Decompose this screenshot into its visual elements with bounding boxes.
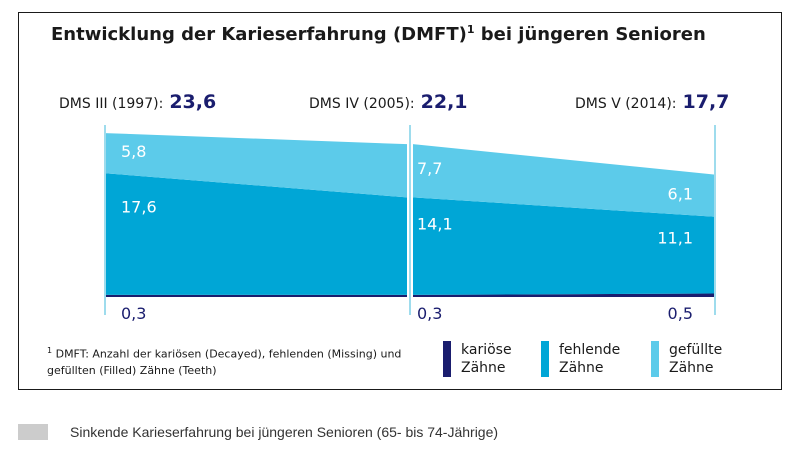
survey-total-2014: 17,7 [682, 91, 730, 113]
survey-label-1997: DMS III (1997): 23,6 [59, 91, 217, 113]
area-carious-segment-1 [105, 294, 407, 297]
legend-swatch-carious [443, 341, 451, 377]
chart-frame: Entwicklung der Karieserfahrung (DMFT)1 … [18, 12, 782, 390]
data-label-filled-2005: 7,7 [417, 159, 442, 178]
area-carious-segment-2 [413, 293, 715, 297]
data-label-carious-1997: 0,3 [121, 304, 146, 323]
legend-swatch-missing [541, 341, 549, 377]
legend-swatch-filled [651, 341, 659, 377]
survey-total-1997: 23,6 [169, 91, 217, 113]
caption-text: Sinkende Karieserfahrung bei jüngeren Se… [70, 424, 499, 440]
data-label-missing-1997: 17,6 [121, 197, 157, 216]
survey-total-2005: 22,1 [420, 91, 468, 113]
data-label-carious-2014: 0,5 [668, 304, 693, 323]
caption-swatch [18, 424, 48, 440]
footnote: 1 DMFT: Anzahl der kariösen (Decayed), f… [47, 346, 402, 377]
area-missing-segment-2 [413, 197, 715, 295]
chart-title: Entwicklung der Karieserfahrung (DMFT)1 … [51, 23, 706, 45]
area-missing-segment-1 [105, 173, 407, 295]
survey-label-2005: DMS IV (2005): 22,1 [309, 91, 468, 113]
area-filled-segment-1 [105, 133, 407, 198]
stacked-area-chart: 0,3 17,6 5,8 0,3 14,1 7,7 0,5 11,1 6,1 [104, 125, 716, 323]
data-label-missing-2005: 14,1 [417, 215, 453, 234]
legend-item-filled: gefüllte Zähne [651, 341, 739, 377]
figure-caption: Sinkende Karieserfahrung bei jüngeren Se… [18, 424, 498, 440]
data-label-filled-1997: 5,8 [121, 142, 146, 161]
data-label-filled-2014: 6,1 [668, 185, 693, 204]
data-label-missing-2014: 11,1 [657, 228, 693, 247]
legend-item-missing: fehlende Zähne [541, 341, 629, 377]
survey-label-2014: DMS V (2014): 17,7 [575, 91, 730, 113]
area-filled-segment-2 [413, 144, 715, 217]
legend-item-carious: kariöse Zähne [443, 341, 531, 377]
data-label-carious-2005: 0,3 [417, 304, 442, 323]
